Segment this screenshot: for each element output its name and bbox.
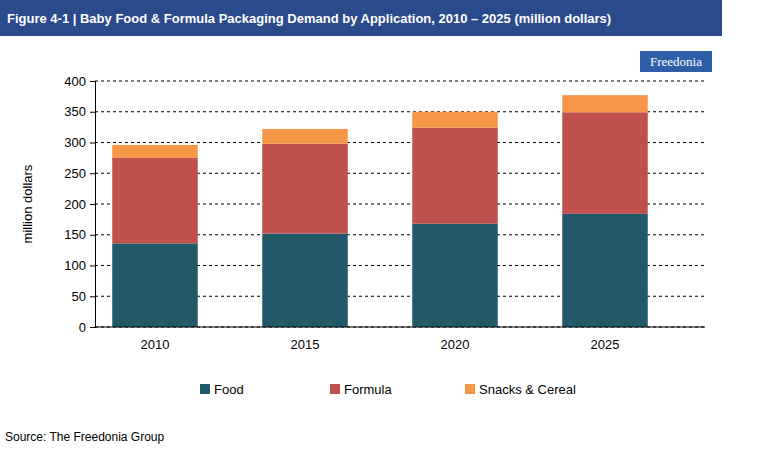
legend-swatch: [465, 384, 475, 394]
y-tick: 200: [64, 197, 95, 212]
x-axis-line: [95, 327, 705, 328]
title-banner: [0, 0, 722, 36]
y-tick-label: 350: [64, 104, 86, 119]
bar: [412, 112, 498, 128]
y-tick-mark: [90, 327, 95, 328]
y-tick: 0: [79, 320, 95, 335]
y-tick: 150: [64, 227, 95, 242]
series-group: [112, 95, 648, 158]
x-tick-label: 2020: [441, 337, 470, 352]
y-tick: 300: [64, 135, 95, 150]
y-tick-mark: [90, 235, 95, 236]
y-tick: 50: [72, 289, 95, 304]
y-tick-label: 150: [64, 227, 86, 242]
bar: [262, 144, 348, 234]
y-tick-label: 0: [79, 320, 86, 335]
legend-item: Snacks & Cereal: [465, 382, 576, 397]
x-tick-label: 2010: [141, 337, 170, 352]
logo: Freedonia: [650, 54, 702, 69]
x-tick: 2010: [141, 337, 170, 352]
bar: [412, 224, 498, 327]
y-tick-mark: [90, 81, 95, 82]
bar: [412, 128, 498, 224]
x-axis: 2010 2015 2020 2025: [141, 337, 620, 352]
source: Source: The Freedonia Group: [5, 430, 165, 444]
y-tick-mark: [90, 112, 95, 113]
y-axis: 0 50 100 150 200 250 300 350 400: [64, 74, 95, 335]
bar: [112, 243, 198, 327]
legend-item: Food: [200, 382, 244, 397]
y-tick-label: 400: [64, 74, 86, 89]
x-tick: 2020: [441, 337, 470, 352]
series-group: [112, 112, 648, 243]
y-tick-mark: [90, 204, 95, 205]
bar: [562, 112, 648, 213]
bar: [262, 234, 348, 327]
legend-label: Formula: [344, 382, 392, 397]
legend-item: Formula: [330, 382, 392, 397]
y-tick-label: 250: [64, 166, 86, 181]
y-axis-title: million dollars: [20, 164, 35, 243]
bar: [562, 95, 648, 112]
legend-label: Food: [214, 382, 244, 397]
title: Figure 4-1 | Baby Food & Formula Packagi…: [7, 11, 611, 26]
grid: [95, 81, 705, 327]
y-tick-mark: [90, 266, 95, 267]
y-tick: 100: [64, 258, 95, 273]
y-tick-label: 200: [64, 197, 86, 212]
grid-line: [95, 327, 705, 328]
bar: [562, 214, 648, 327]
y-tick-mark: [90, 173, 95, 174]
bar: [112, 158, 198, 243]
y-axis-line: [90, 82, 96, 328]
bar: [262, 129, 348, 144]
x-tick-label: 2025: [591, 337, 620, 352]
bar: [112, 145, 198, 158]
legend-swatch: [200, 384, 210, 394]
chart-svg: Figure 4-1 | Baby Food & Formula Packagi…: [0, 0, 771, 449]
x-tick: 2015: [291, 337, 320, 352]
legend-label: Snacks & Cereal: [479, 382, 576, 397]
x-tick-label: 2015: [291, 337, 320, 352]
y-tick-label: 100: [64, 258, 86, 273]
grid-line: [95, 81, 705, 82]
bars: [112, 95, 648, 327]
legend: Food Formula Snacks & Cereal: [200, 382, 576, 397]
legend-swatch: [330, 384, 340, 394]
y-tick: 350: [64, 104, 95, 119]
x-tick: 2025: [591, 337, 620, 352]
y-tick-label: 50: [72, 289, 86, 304]
y-tick-mark: [90, 296, 95, 297]
y-tick-label: 300: [64, 135, 86, 150]
y-tick: 400: [64, 74, 95, 89]
y-tick-mark: [90, 143, 95, 144]
y-tick: 250: [64, 166, 95, 181]
logo-box: [640, 51, 712, 72]
